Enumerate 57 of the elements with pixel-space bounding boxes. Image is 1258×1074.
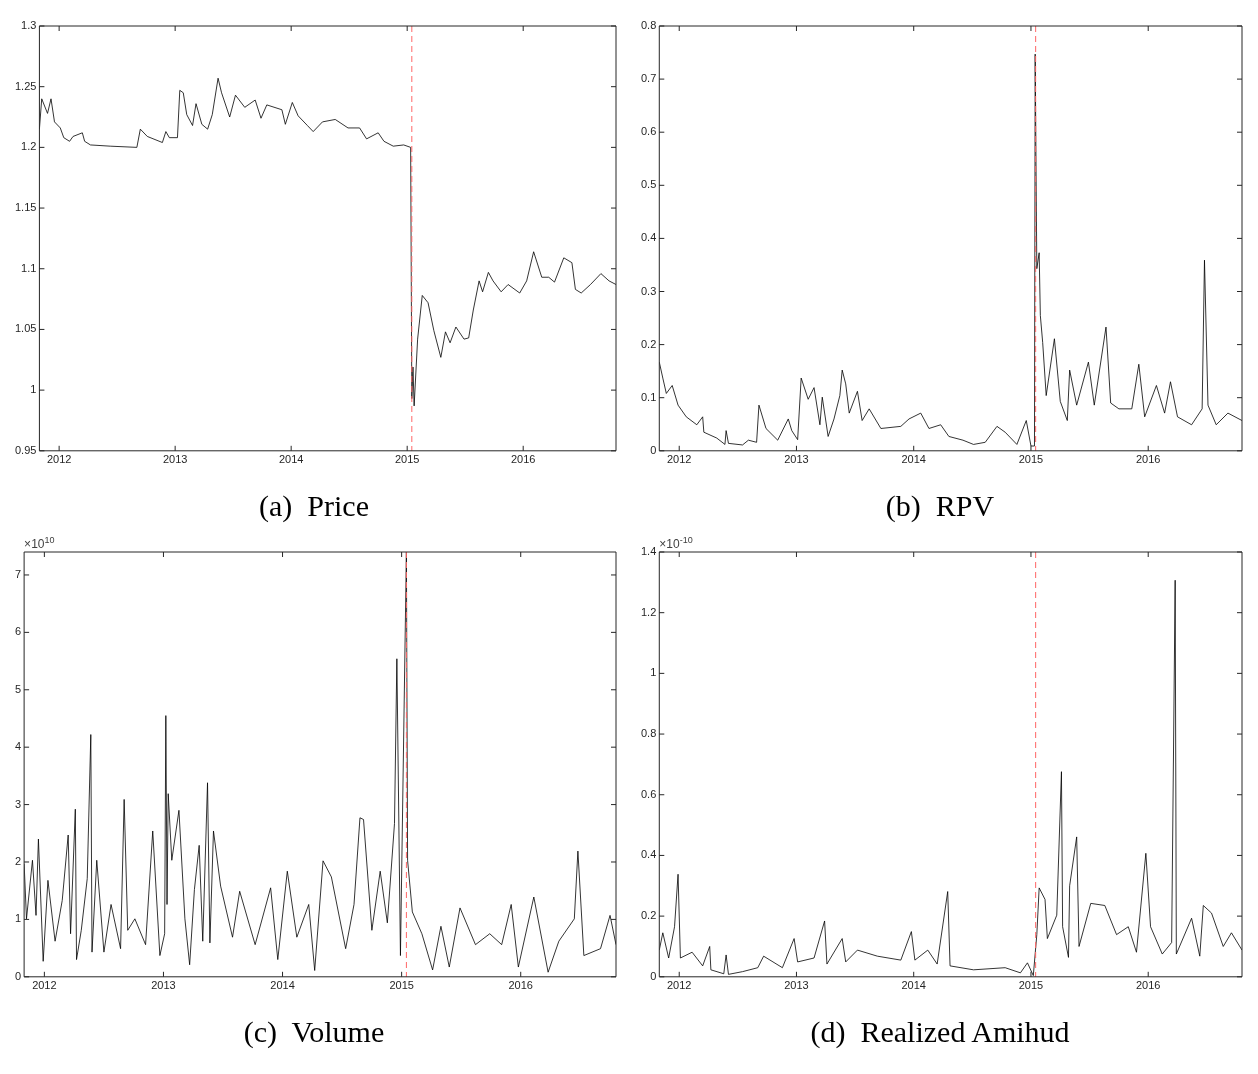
- y-tick-label: 0.4: [640, 231, 657, 244]
- y-tick-label: 1.15: [14, 201, 37, 214]
- y-tick-label: 1: [30, 383, 37, 396]
- y-tick-label: 0.6: [640, 787, 657, 800]
- x-tick-label: 2015: [1018, 979, 1044, 992]
- y-tick-label: 5: [14, 682, 22, 695]
- y-tick-label: 0.8: [640, 19, 657, 32]
- x-tick-label: 2016: [1135, 453, 1161, 466]
- y-tick-label: 1.2: [640, 605, 657, 618]
- y-tick-label: 1.05: [14, 322, 37, 335]
- x-tick-label: 2013: [162, 453, 188, 466]
- y-tick-label: 0: [14, 969, 22, 982]
- x-tick-label: 2013: [784, 979, 809, 992]
- x-tick-label: 2012: [32, 979, 57, 992]
- y-tick-label: 4: [14, 740, 22, 753]
- x-tick-label: 2013: [784, 453, 809, 466]
- y-tick-label: 1.4: [640, 545, 657, 558]
- y-tick-label: 2: [14, 855, 22, 868]
- x-tick-label: 2013: [151, 979, 176, 992]
- y-tick-label: 0.3: [640, 284, 657, 297]
- x-tick-label: 2014: [270, 979, 295, 992]
- y-tick-label: 0.5: [640, 178, 657, 191]
- x-tick-label: 2015: [394, 453, 420, 466]
- y-tick-label: 0.2: [640, 337, 657, 350]
- y-tick-label: 0.1: [640, 390, 657, 403]
- text: (a) Price: [259, 488, 369, 523]
- y-tick-label: 0.6: [640, 125, 657, 138]
- text: (b) RPV: [885, 488, 995, 523]
- y-tick-label: 0.8: [640, 727, 657, 740]
- y-tick-label: 3: [14, 797, 22, 810]
- y-tick-label: 1.2: [21, 140, 37, 153]
- y-tick-label: 0.95: [14, 443, 37, 456]
- y-tick-label: 0: [650, 443, 657, 456]
- x-tick-label: 2012: [666, 453, 692, 466]
- y-tick-label: 0: [650, 969, 657, 982]
- x-tick-label: 2012: [666, 979, 692, 992]
- y-tick-label: 1.3: [21, 19, 37, 32]
- y-tick-label: 0.4: [640, 848, 657, 861]
- x-tick-label: 2014: [901, 453, 926, 466]
- x-tick-label: 2012: [46, 453, 72, 466]
- y-tick-label: 1.1: [21, 261, 37, 274]
- x-tick-label: 2016: [1135, 979, 1161, 992]
- text: (c) Volume: [243, 1014, 385, 1049]
- y-tick-label: 6: [14, 625, 22, 638]
- y-tick-label: 0.7: [640, 72, 657, 85]
- x-tick-label: 2015: [389, 979, 414, 992]
- y-tick-label: 1: [650, 666, 657, 679]
- y-tick-label: 1: [14, 912, 22, 925]
- x-tick-label: 2015: [1018, 453, 1044, 466]
- x-tick-label: 2014: [901, 979, 926, 992]
- x-tick-label: 2016: [510, 453, 536, 466]
- x-tick-label: 2016: [508, 979, 533, 992]
- x-tick-label: 2014: [278, 453, 304, 466]
- y-tick-label: 7: [14, 567, 22, 580]
- text: (d) Realized Amihud: [810, 1014, 1070, 1049]
- y-tick-label: 1.25: [14, 79, 37, 92]
- y-tick-label: 0.2: [640, 909, 657, 922]
